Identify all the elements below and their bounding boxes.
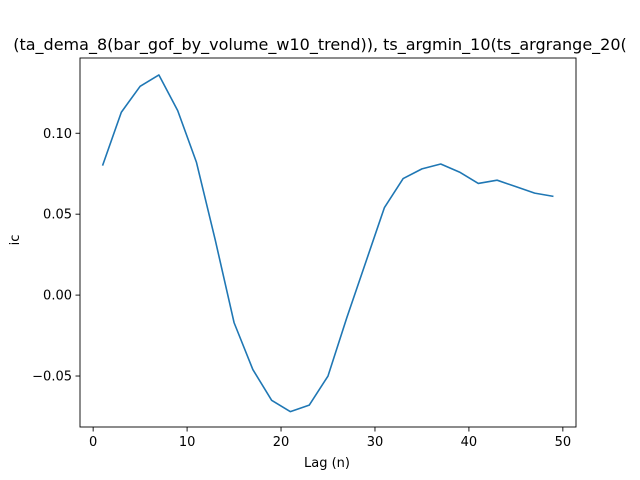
x-tick-label: 0: [89, 435, 97, 450]
plot-area: 0 10 20 30 40 50 −0.05 0.00 0.05 0.10: [32, 57, 577, 450]
chart-title: (ta_dema_8(bar_gof_by_volume_w10_trend))…: [13, 35, 627, 55]
x-tick-label: 20: [273, 435, 290, 450]
y-tick-label: 0.00: [43, 289, 72, 304]
axes-frame: [79, 57, 577, 428]
series-line-0: [101, 74, 554, 413]
y-tick-label: 0.10: [43, 127, 72, 142]
x-tick-label: 10: [179, 435, 196, 450]
y-tick-label: 0.05: [43, 208, 72, 223]
x-tick-label: 30: [367, 435, 384, 450]
y-tick-label: −0.05: [32, 370, 72, 385]
y-axis-label: ic: [8, 235, 23, 246]
x-axis-label: Lag (n): [304, 456, 350, 471]
x-tick-label: 50: [555, 435, 572, 450]
x-tick-label: 40: [461, 435, 478, 450]
